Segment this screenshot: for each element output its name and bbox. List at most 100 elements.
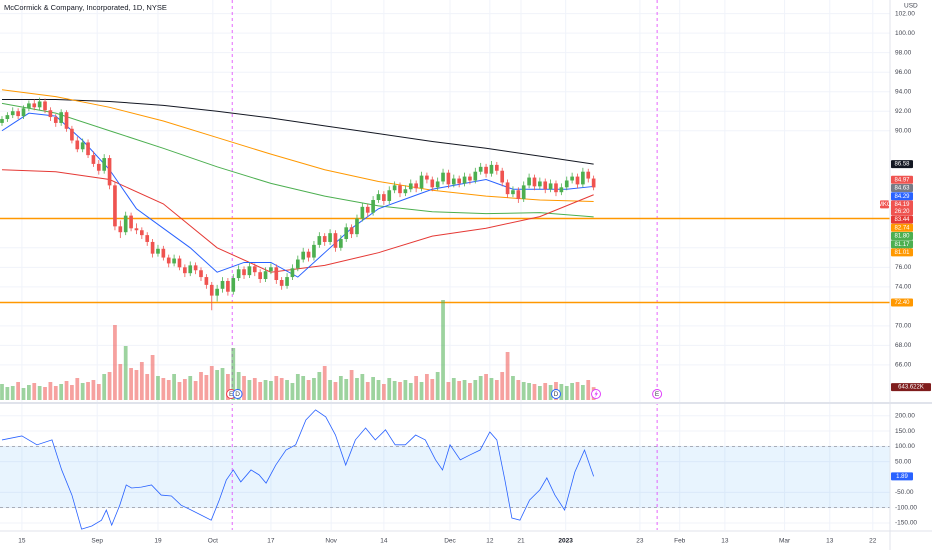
candle-body xyxy=(451,178,456,185)
candle-body xyxy=(317,236,322,245)
candle-body xyxy=(0,119,4,123)
volume-bar xyxy=(398,382,402,400)
volume-bar xyxy=(27,385,31,400)
symbol-label: MKC xyxy=(878,202,892,208)
event-icon[interactable] xyxy=(652,389,663,399)
flash-event[interactable] xyxy=(591,389,601,399)
volume-bar xyxy=(484,374,488,400)
volume-bar xyxy=(338,376,343,400)
volume-bar xyxy=(586,380,591,400)
volume-bar xyxy=(575,382,580,400)
candle-body xyxy=(21,108,26,117)
cci-badge-label: 1.89 xyxy=(896,474,908,480)
candle-body xyxy=(301,251,306,260)
candle-body xyxy=(382,194,386,201)
cci-tick-label: 150.00 xyxy=(895,428,915,435)
candle-body xyxy=(118,226,123,233)
volume-bar xyxy=(129,368,133,400)
candle-body xyxy=(145,235,150,242)
price-badge xyxy=(891,248,913,257)
volume-bar xyxy=(64,381,69,400)
price-badge-label: 81.80 xyxy=(894,234,910,240)
volume-bar xyxy=(403,380,408,400)
event-icon[interactable] xyxy=(550,389,561,399)
candle-body xyxy=(10,111,15,116)
x-tick-label: Oct xyxy=(208,538,218,545)
volume-bar xyxy=(521,382,526,400)
y-tick-label: 90.00 xyxy=(895,127,912,134)
price-badge xyxy=(891,298,913,307)
x-tick-label: 13 xyxy=(721,538,729,545)
candle-body xyxy=(96,163,101,171)
cci-band xyxy=(0,446,890,508)
price-badge-label: 84.97 xyxy=(894,177,910,183)
candle-body xyxy=(516,190,521,200)
price-axis-bg xyxy=(890,0,932,550)
cci-tick-label: 200.00 xyxy=(895,412,915,419)
volume-bar xyxy=(478,376,483,400)
volume-bar xyxy=(532,384,537,400)
candle-body xyxy=(339,239,343,248)
lightning-icon xyxy=(594,390,598,398)
volume-bar xyxy=(86,382,90,400)
event-icon[interactable] xyxy=(232,389,243,399)
candle-body xyxy=(172,258,176,264)
candle-body xyxy=(188,265,193,274)
volume-bar xyxy=(285,380,289,400)
x-tick-label: Sep xyxy=(91,538,103,545)
x-tick-label: 21 xyxy=(517,538,525,545)
volume-bar xyxy=(527,383,531,400)
price-badge xyxy=(891,192,913,201)
candle-body xyxy=(204,277,209,285)
candle-body xyxy=(441,172,445,182)
volume-bar xyxy=(145,374,150,400)
volume-bar xyxy=(263,380,268,400)
candle-body xyxy=(355,218,359,235)
price-badge xyxy=(891,240,913,249)
volume-bar xyxy=(500,372,505,400)
volume-bar xyxy=(387,378,392,400)
volume-bar xyxy=(511,376,515,400)
volume-bar xyxy=(355,378,359,400)
indicator-line xyxy=(1,112,594,278)
candle-body xyxy=(344,227,349,240)
volume-bar xyxy=(435,372,440,400)
volume-bar xyxy=(59,384,64,400)
y-tick-label: 100.00 xyxy=(895,30,915,37)
labels-layer: 15 Sep 19 Oct 17 Nov 14 Dec 12 21 2023 23 Feb 13 Mar 13… xyxy=(18,10,931,545)
volume-bar xyxy=(371,377,375,400)
candle-body xyxy=(107,158,112,186)
volume-bar xyxy=(505,352,510,400)
volume-bar xyxy=(333,382,338,400)
candle-body xyxy=(532,177,537,187)
volume-bar xyxy=(494,380,499,400)
volume-bar xyxy=(91,380,96,400)
volume-bar xyxy=(537,386,542,400)
candle-body xyxy=(527,177,531,186)
x-tick-label: 15 xyxy=(18,538,26,545)
price-badge-label: 72.40 xyxy=(894,300,910,306)
candle-body xyxy=(462,176,467,184)
cci-tick-label: -50.00 xyxy=(895,489,914,496)
volume-bar xyxy=(80,383,85,400)
volume-bar xyxy=(570,383,575,400)
candle-body xyxy=(570,176,574,181)
price-badge-label: 82.74 xyxy=(894,225,910,231)
price-badge xyxy=(891,184,913,193)
volume-bar xyxy=(242,376,246,400)
y-tick-label: 94.00 xyxy=(895,88,912,95)
volume-bar xyxy=(134,370,139,400)
volume-bar xyxy=(113,325,117,400)
candle-body xyxy=(543,181,548,190)
volume-bar xyxy=(516,380,521,400)
cci-line xyxy=(1,409,595,530)
candle-body xyxy=(91,155,96,164)
volume-bar xyxy=(252,378,257,400)
volume-bar xyxy=(559,384,564,400)
candle-body xyxy=(295,259,300,269)
volume-bar xyxy=(360,374,365,400)
price-badge-label: 84.29 xyxy=(894,194,910,200)
volume-bar xyxy=(457,381,462,400)
event-label: D xyxy=(235,391,240,398)
volume-bar xyxy=(177,382,182,400)
